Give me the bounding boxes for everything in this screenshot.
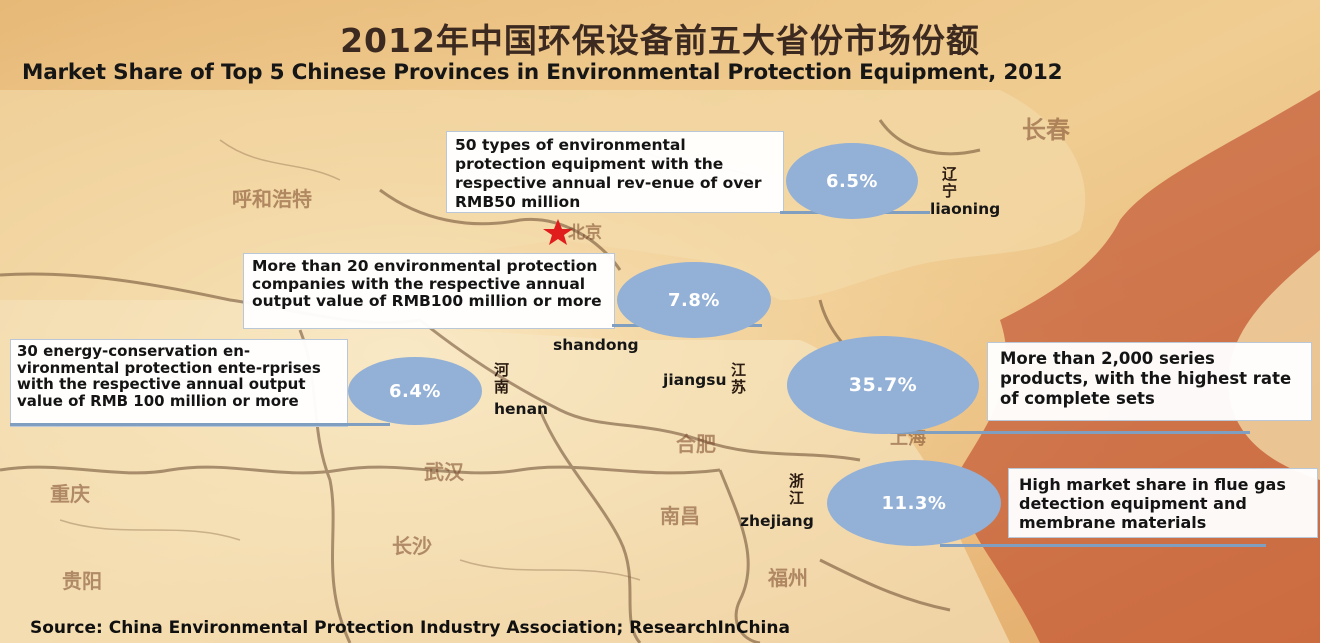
henan-label-cn-char-2: 南 — [494, 378, 510, 396]
jiangsu-leader-line — [890, 431, 1250, 434]
zhejiang-note: High market share in flue gas detection … — [1008, 468, 1318, 538]
city-label-hohhot: 呼和浩特 — [232, 187, 312, 211]
city-label-hefei: 合肥 — [676, 432, 716, 456]
capital-star-icon — [543, 219, 573, 245]
liaoning-label-cn-char-2: 宁 — [942, 182, 958, 200]
liaoning-label-en: liaoning — [930, 200, 1001, 218]
jiangsu-label-cn: 江 苏 — [731, 362, 746, 396]
liaoning-share-bubble: 6.5% — [786, 143, 918, 219]
jiangsu-label-en: jiangsu — [663, 371, 727, 389]
city-label-fuzhou: 福州 — [768, 566, 808, 590]
city-label-changchun: 长春 — [1022, 115, 1070, 144]
zhejiang-label-en: zhejiang — [740, 512, 814, 530]
liaoning-label-cn: 辽 宁 — [942, 166, 957, 200]
chart-title-english: Market Share of Top 5 Chinese Provinces … — [22, 60, 1063, 85]
henan-share-bubble: 6.4% — [348, 357, 482, 425]
jiangsu-label-cn-char-1: 江 — [731, 361, 747, 379]
jiangsu-label-cn-char-2: 苏 — [731, 378, 747, 396]
chart-title-chinese: 2012年中国环保设备前五大省份市场份额 — [340, 21, 980, 60]
jiangsu-note: More than 2,000 series products, with th… — [987, 342, 1312, 421]
henan-note: 30 energy-conservation en-vironmental pr… — [10, 339, 348, 427]
city-label-wuhan: 武汉 — [424, 460, 464, 484]
henan-label-cn: 河 南 — [494, 362, 509, 396]
zhejiang-label-cn: 浙 江 — [789, 473, 804, 507]
shandong-label-en: shandong — [553, 336, 639, 354]
city-label-beijing: 北京 — [568, 223, 602, 243]
liaoning-note: 50 types of environmental protection equ… — [446, 131, 784, 213]
jiangsu-share-bubble: 35.7% — [787, 336, 979, 434]
source-note: Source: China Environmental Protection I… — [30, 618, 790, 638]
henan-leader-line — [10, 423, 390, 426]
city-label-chongqing: 重庆 — [50, 482, 90, 506]
zhejiang-leader-line — [940, 544, 1266, 547]
henan-label-cn-char-1: 河 — [494, 361, 510, 379]
zhejiang-label-cn-char-2: 江 — [789, 489, 805, 507]
shandong-share-bubble: 7.8% — [617, 262, 771, 338]
shandong-note: More than 20 environmental protection co… — [243, 253, 615, 329]
city-label-nanchang: 南昌 — [660, 504, 700, 528]
zhejiang-share-bubble: 11.3% — [827, 460, 1001, 546]
city-label-guiyang: 贵阳 — [62, 569, 102, 593]
zhejiang-label-cn-char-1: 浙 — [789, 472, 805, 490]
henan-label-en: henan — [494, 400, 549, 418]
liaoning-label-cn-char-1: 辽 — [942, 165, 958, 183]
city-label-changsha: 长沙 — [392, 534, 432, 558]
